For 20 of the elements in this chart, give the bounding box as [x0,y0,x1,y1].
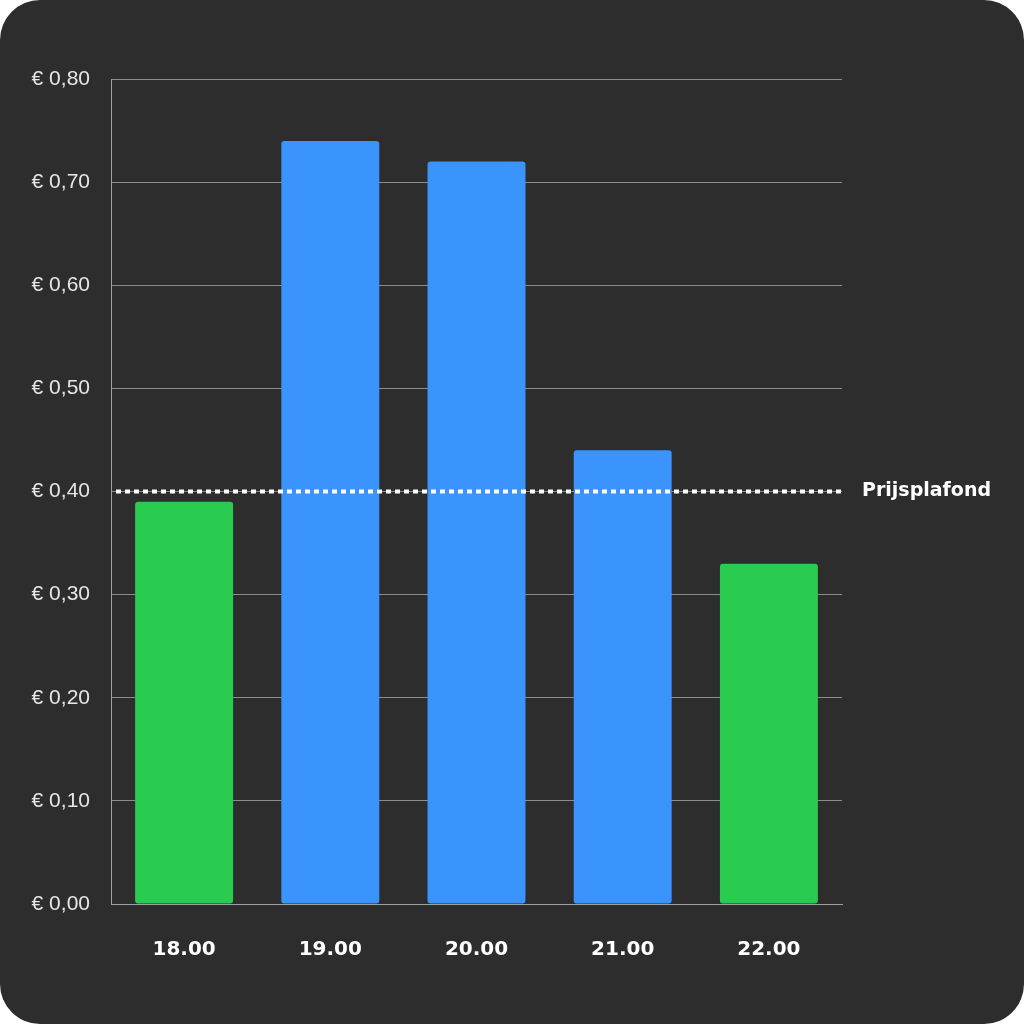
y-tick-label: € 0,70 [31,168,90,192]
x-tick-label: 18.00 [152,936,216,961]
x-tick-label: 22.00 [737,936,801,961]
y-tick-label: € 0,80 [31,65,90,89]
y-tick-label: € 0,20 [31,684,90,708]
bar [135,501,234,904]
x-tick-label: 20.00 [444,936,509,961]
bar [281,140,380,904]
y-tick-label: € 0,10 [31,787,90,811]
y-tick-label: € 0,00 [31,890,90,914]
bar [427,161,526,904]
y-tick-label: € 0,60 [31,272,90,296]
bar [573,450,672,904]
x-tick-label: 21.00 [591,936,655,961]
y-tick-label: € 0,50 [31,375,90,399]
bar [719,563,818,904]
y-tick-label: € 0,40 [31,478,90,502]
ref-line-label: Prijsplafond [862,478,992,501]
y-tick-label: € 0,30 [31,581,90,605]
x-tick-label: 19.00 [298,936,362,961]
